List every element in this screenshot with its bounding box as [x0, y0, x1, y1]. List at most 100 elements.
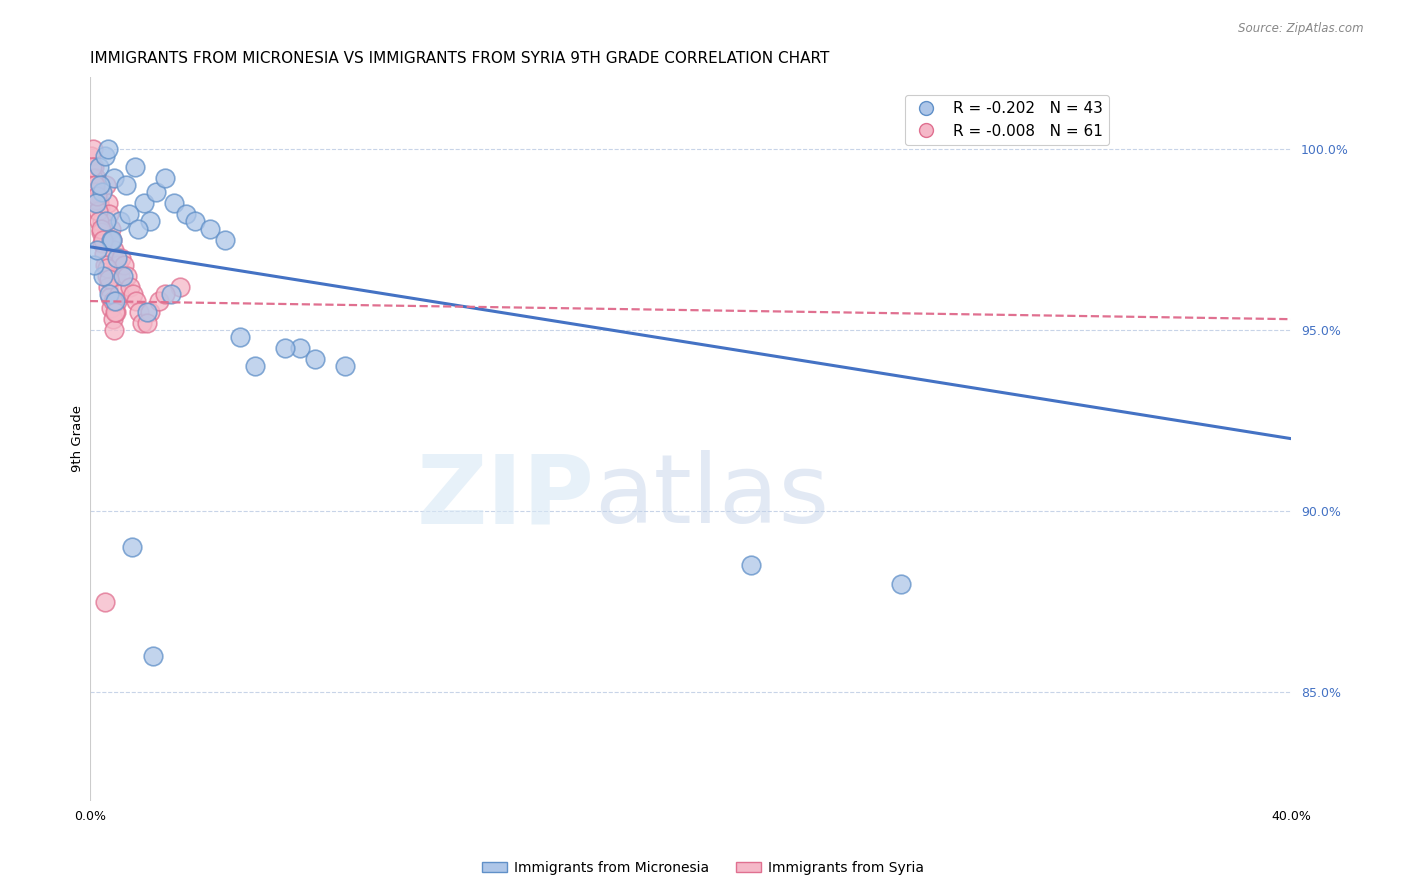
Point	[89, 200, 111, 214]
Y-axis label: 9th Grade: 9th Grade	[72, 405, 84, 472]
Point	[103, 323, 125, 337]
Point	[96, 178, 118, 193]
Point	[110, 251, 132, 265]
Point	[127, 221, 149, 235]
Legend: R = -0.202   N = 43, R = -0.008   N = 61: R = -0.202 N = 43, R = -0.008 N = 61	[904, 95, 1109, 145]
Point	[91, 236, 114, 251]
Point	[740, 558, 762, 573]
Point	[135, 316, 157, 330]
Point	[101, 233, 124, 247]
Point	[97, 142, 120, 156]
Point	[128, 305, 150, 319]
Point	[97, 279, 120, 293]
Point	[84, 196, 107, 211]
Point	[98, 272, 121, 286]
Point	[111, 268, 134, 283]
Point	[304, 351, 326, 366]
Point	[100, 301, 122, 316]
Point	[94, 258, 117, 272]
Point	[105, 265, 128, 279]
Point	[117, 268, 139, 283]
Point	[104, 294, 127, 309]
Point	[122, 286, 145, 301]
Point	[82, 171, 104, 186]
Point	[131, 316, 153, 330]
Point	[82, 160, 104, 174]
Point	[148, 294, 170, 309]
Point	[333, 359, 356, 374]
Point	[139, 214, 162, 228]
Point	[90, 221, 112, 235]
Point	[96, 261, 118, 276]
Point	[104, 305, 127, 319]
Point	[98, 207, 121, 221]
Point	[132, 196, 155, 211]
Point	[118, 207, 141, 221]
Point	[124, 160, 146, 174]
Point	[86, 193, 108, 207]
Point	[89, 178, 111, 193]
Point	[82, 142, 104, 156]
Point	[169, 279, 191, 293]
Point	[96, 214, 118, 228]
Point	[105, 305, 128, 319]
Point	[84, 171, 107, 186]
Point	[107, 258, 129, 272]
Text: atlas: atlas	[595, 450, 830, 543]
Point	[243, 359, 266, 374]
Point	[214, 233, 236, 247]
Point	[86, 186, 108, 200]
Point	[96, 268, 118, 283]
Point	[288, 341, 311, 355]
Text: ZIP: ZIP	[416, 450, 595, 543]
Point	[163, 196, 186, 211]
Point	[103, 244, 125, 258]
Point	[101, 294, 124, 309]
Point	[108, 214, 131, 228]
Point	[94, 233, 117, 247]
Point	[121, 541, 143, 555]
Point	[84, 186, 107, 200]
Point	[91, 233, 114, 247]
Point	[108, 268, 131, 283]
Point	[153, 171, 176, 186]
Point	[93, 247, 115, 261]
Point	[112, 258, 135, 272]
Point	[145, 186, 167, 200]
Point	[125, 294, 148, 309]
Point	[90, 225, 112, 239]
Point	[87, 193, 110, 207]
Point	[100, 233, 122, 247]
Point	[91, 268, 114, 283]
Point	[90, 214, 112, 228]
Point	[104, 254, 127, 268]
Point	[274, 341, 297, 355]
Point	[98, 286, 121, 301]
Point	[139, 305, 162, 319]
Point	[90, 186, 112, 200]
Point	[86, 244, 108, 258]
Point	[97, 196, 120, 211]
Point	[153, 286, 176, 301]
Point	[98, 290, 121, 304]
Point	[80, 149, 103, 163]
Point	[83, 160, 105, 174]
Point	[115, 178, 138, 193]
Point	[184, 214, 207, 228]
Point	[160, 286, 183, 301]
Text: Source: ZipAtlas.com: Source: ZipAtlas.com	[1239, 22, 1364, 36]
Legend: Immigrants from Micronesia, Immigrants from Syria: Immigrants from Micronesia, Immigrants f…	[477, 855, 929, 880]
Text: IMMIGRANTS FROM MICRONESIA VS IMMIGRANTS FROM SYRIA 9TH GRADE CORRELATION CHART: IMMIGRANTS FROM MICRONESIA VS IMMIGRANTS…	[90, 51, 830, 66]
Point	[89, 214, 111, 228]
Point	[142, 648, 165, 663]
Point	[105, 251, 128, 265]
Point	[87, 203, 110, 218]
Point	[101, 233, 124, 247]
Point	[108, 286, 131, 301]
Point	[103, 312, 125, 326]
Point	[94, 149, 117, 163]
Point	[91, 221, 114, 235]
Point	[83, 178, 105, 193]
Point	[103, 171, 125, 186]
Point	[120, 279, 142, 293]
